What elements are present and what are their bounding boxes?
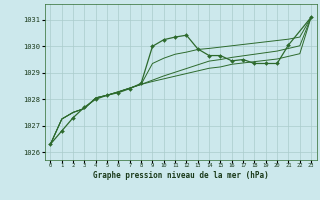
X-axis label: Graphe pression niveau de la mer (hPa): Graphe pression niveau de la mer (hPa): [93, 171, 269, 180]
